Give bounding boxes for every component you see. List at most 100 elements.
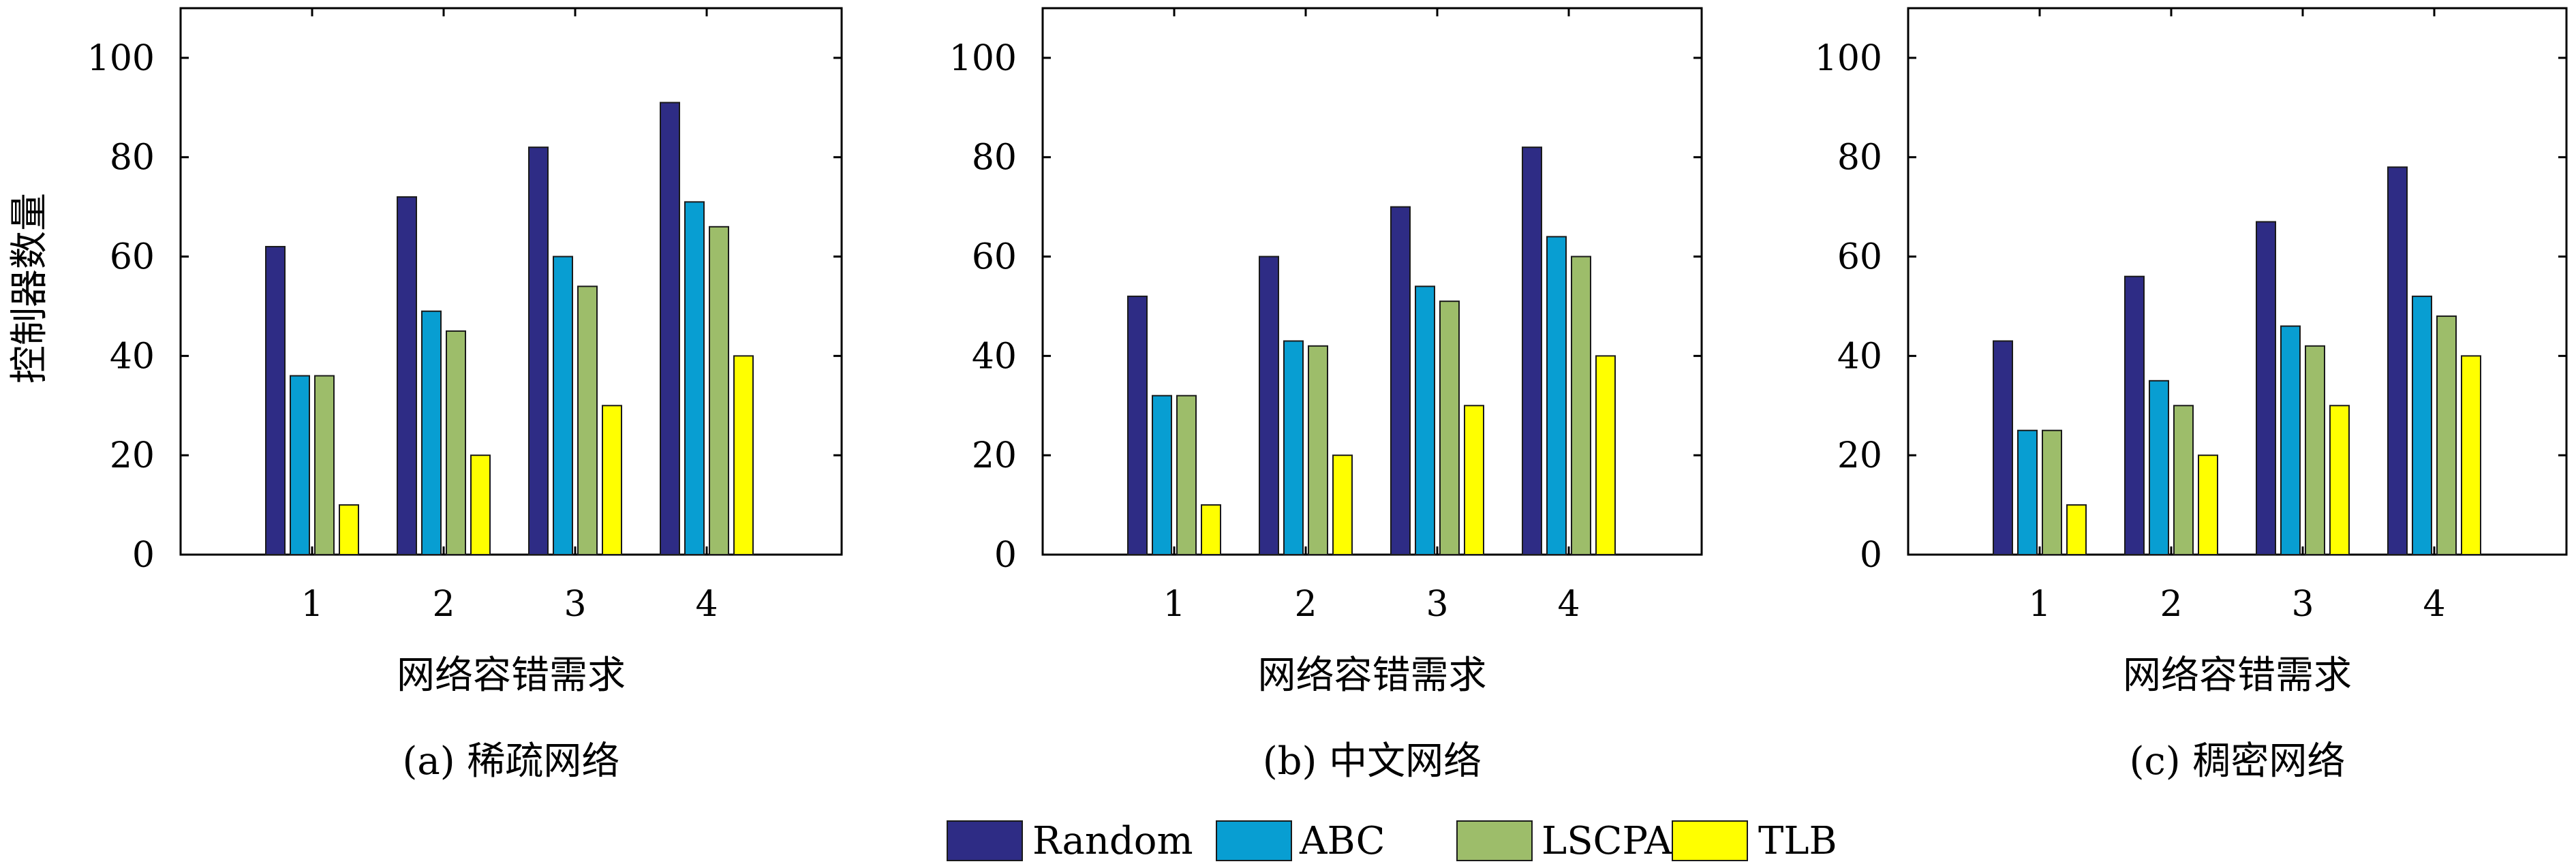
bar-tlb-1 [339, 504, 359, 555]
x-tick-label: 1 [1163, 584, 1185, 625]
bar-tlb-2 [2198, 454, 2218, 555]
x-tick-label: 2 [432, 584, 455, 625]
panel-caption: (c) 稠密网络 [2130, 739, 2346, 784]
bar-tlb-3 [602, 405, 622, 555]
y-tick-label: 100 [87, 38, 155, 79]
y-tick-label: 80 [110, 138, 155, 179]
y-tick-label: 40 [972, 336, 1017, 377]
chart-panel-3: 0 20 40 60 80 100 1 2 3 4 网络容错需求 (c) 稠密网络 [1815, 7, 2568, 784]
y-tick-label: 80 [972, 138, 1017, 179]
bar-lscpa-2 [2173, 405, 2194, 555]
bar-lscpa-1 [1176, 395, 1197, 556]
y-tick-label: 40 [1837, 336, 1882, 377]
bar-abc-2 [2149, 380, 2169, 555]
bar-lscpa-1 [314, 375, 335, 555]
bar-tlb-2 [470, 454, 491, 555]
bar-tlb-3 [1464, 405, 1484, 555]
y-tick-label: 20 [110, 435, 155, 476]
bar-lscpa-3 [577, 285, 598, 555]
bar-tlb-4 [733, 355, 754, 555]
x-tick-label: 3 [1426, 584, 1448, 625]
x-tick-label: 4 [1557, 584, 1580, 625]
x-axis-label: 网络容错需求 [1258, 653, 1487, 698]
bar-lscpa-1 [2042, 429, 2062, 556]
bar-tlb-2 [1332, 454, 1353, 555]
bar-random-4 [660, 102, 680, 555]
bar-random-1 [1993, 340, 2013, 555]
bar-abc-1 [2017, 429, 2038, 556]
bar-abc-4 [684, 201, 705, 555]
bar-abc-1 [290, 375, 310, 555]
bar-tlb-3 [2329, 405, 2350, 555]
bar-random-2 [397, 196, 417, 555]
y-tick-label: 60 [110, 237, 155, 278]
plot-frame [179, 7, 843, 556]
bar-abc-2 [1283, 340, 1304, 555]
bar-random-3 [2256, 221, 2276, 555]
x-tick-label: 4 [2423, 584, 2445, 625]
bar-lscpa-4 [2436, 315, 2457, 555]
legend-swatch-random [947, 820, 1023, 861]
bar-random-1 [1127, 295, 1148, 555]
panel-caption: (a) 稀疏网络 [403, 739, 620, 784]
y-tick-label: 0 [1860, 535, 1882, 576]
x-tick-label: 2 [2160, 584, 2182, 625]
chart-panel-1: 0 20 40 60 80 100 1 2 3 4 网络容错需求 (a) 稀疏网络 控制器数量 [7, 7, 843, 784]
y-tick-label: 100 [1815, 38, 1882, 79]
x-axis-label: 网络容错需求 [2123, 653, 2352, 698]
bar-tlb-4 [1595, 355, 1616, 555]
x-tick-label: 2 [1294, 584, 1317, 625]
bar-abc-1 [1152, 395, 1172, 556]
legend: Random ABC LSCPA TLB [947, 819, 1837, 863]
bar-abc-4 [1546, 236, 1567, 555]
bar-abc-3 [2280, 325, 2301, 555]
y-tick-label: 0 [132, 535, 155, 576]
plot-frame [1907, 7, 2568, 556]
legend-label-abc: ABC [1299, 819, 1385, 863]
x-tick-label: 1 [301, 584, 323, 625]
bar-lscpa-3 [1439, 300, 1460, 555]
y-tick-label: 40 [110, 336, 155, 377]
y-axis-label: 控制器数量 [7, 193, 52, 384]
bar-abc-2 [421, 310, 442, 555]
y-tick-label: 20 [972, 435, 1017, 476]
plot-frame [1041, 7, 1703, 556]
x-tick-label: 4 [695, 584, 718, 625]
y-tick-label: 60 [972, 237, 1017, 278]
x-tick-label: 3 [2291, 584, 2314, 625]
y-tick-label: 100 [949, 38, 1017, 79]
bar-abc-3 [1415, 285, 1435, 555]
panel-caption: (b) 中文网络 [1263, 739, 1482, 784]
bar-abc-3 [553, 256, 573, 555]
bar-lscpa-2 [446, 330, 466, 555]
bar-random-3 [1390, 206, 1411, 555]
bar-random-1 [265, 245, 286, 555]
bar-random-2 [1259, 256, 1279, 555]
bar-lscpa-4 [709, 226, 729, 555]
y-tick-label: 60 [1837, 237, 1882, 278]
y-tick-label: 0 [994, 535, 1017, 576]
bar-tlb-4 [2461, 355, 2481, 555]
legend-label-tlb: TLB [1758, 819, 1837, 863]
x-tick-label: 1 [2028, 584, 2051, 625]
legend-label-random: Random [1032, 819, 1193, 863]
bar-random-3 [528, 146, 549, 556]
legend-swatch-abc [1216, 820, 1292, 861]
bar-lscpa-3 [2305, 345, 2325, 555]
legend-swatch-lscpa [1456, 820, 1533, 861]
y-tick-label: 20 [1837, 435, 1882, 476]
bar-random-2 [2124, 275, 2145, 555]
bar-random-4 [2387, 166, 2408, 556]
x-axis-label: 网络容错需求 [397, 653, 626, 698]
bar-lscpa-2 [1308, 345, 1328, 555]
legend-label-lscpa: LSCPA [1542, 819, 1672, 863]
chart-panel-2: 0 20 40 60 80 100 1 2 3 4 网络容错需求 (b) 中文网络 [949, 7, 1703, 784]
bar-random-4 [1522, 146, 1542, 556]
bar-abc-4 [2412, 295, 2432, 555]
bar-lscpa-4 [1571, 256, 1591, 555]
bar-tlb-1 [1201, 504, 1221, 555]
y-tick-label: 80 [1837, 138, 1882, 179]
x-tick-label: 3 [564, 584, 586, 625]
bar-tlb-1 [2066, 504, 2087, 555]
